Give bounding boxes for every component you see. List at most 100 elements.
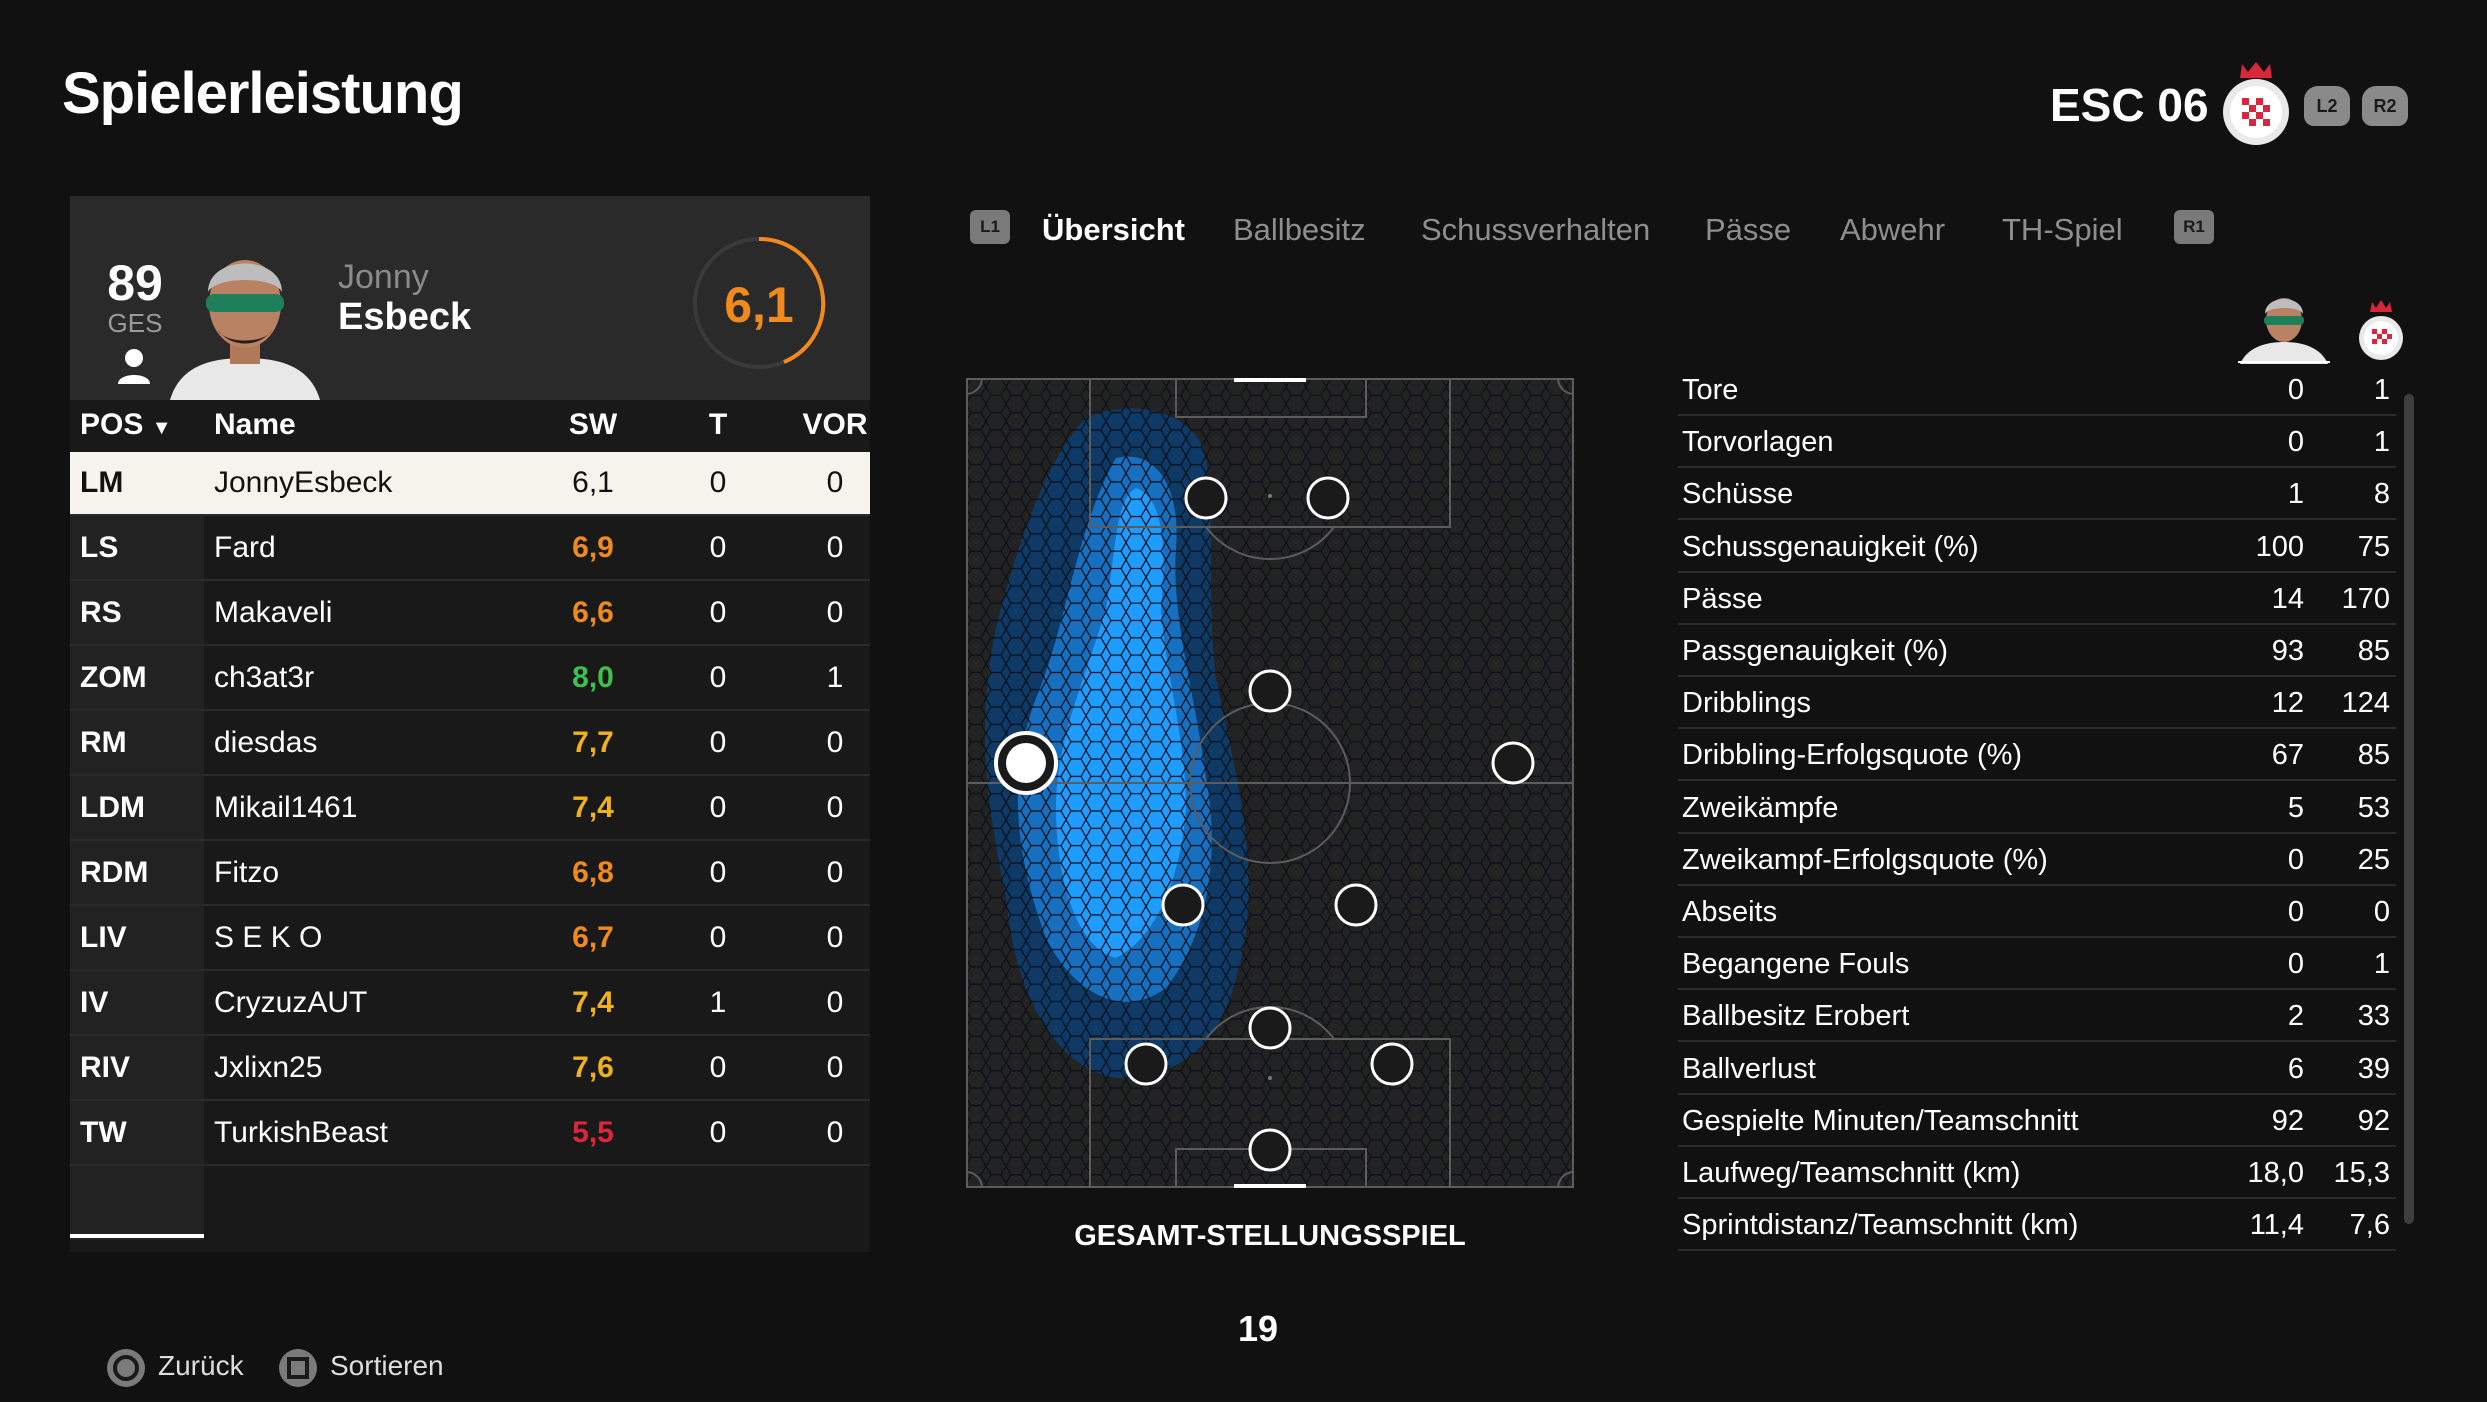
heatmap-label: GESAMT-STELLUNGSSPIEL [1074,1220,1466,1252]
player-match-rating: 6,9 [572,531,614,564]
tab-uebersicht[interactable]: Übersicht [1042,212,1185,247]
stat-team-value: 1 [2373,948,2390,981]
column-header-pos[interactable]: POS ▼ [80,408,172,441]
person-icon [118,349,150,384]
stat-row: Ballverlust 6 39 [1678,1043,2396,1095]
column-header-sw[interactable]: SW [568,408,618,441]
tab-abwehr[interactable]: Abwehr [1840,212,1946,247]
stat-label: Schussgenauigkeit (%) [1682,530,1979,563]
player-assists: 0 [826,986,844,1019]
stat-row: Ballbesitz Erobert 2 33 [1678,990,2396,1043]
stat-player-value: 93 [2271,635,2304,667]
player-match-rating: 7,4 [572,791,614,824]
player-assists: 0 [826,726,844,759]
stat-team-value: 1 [2373,426,2390,459]
player-goals: 0 [709,921,727,954]
player-row[interactable]: LM JonnyEsbeck 6,1 0 0 [70,452,870,516]
stat-team-value: 85 [2357,635,2390,667]
stat-row: Laufweg/Teamschnitt (km) 18,0 15,3 [1678,1147,2396,1199]
stat-label: Begangene Fouls [1682,948,1910,981]
column-header-t[interactable]: T [708,408,728,441]
tab-th-spiel[interactable]: TH-Spiel [2002,212,2123,247]
player-last-name: Esbeck [338,296,472,338]
club-compare-badge-icon [2359,300,2403,360]
club-badge-icon [2223,62,2289,145]
r2-trigger-button[interactable]: R2 [2362,86,2408,126]
stat-label: Torvorlagen [1682,426,1834,459]
stat-player-value: 0 [2287,374,2304,406]
player-row[interactable]: TW TurkishBeast 5,5 0 0 [70,1102,870,1166]
player-row[interactable]: RM diesdas 7,7 0 0 [70,712,870,776]
stat-team-value: 15,3 [2333,1157,2390,1189]
stat-player-value: 100 [2255,530,2304,563]
player-assists: 0 [826,1051,844,1084]
player-match-rating: 6,1 [572,466,614,499]
player-goals: 0 [709,661,727,694]
player-name: diesdas [214,726,318,759]
player-row[interactable]: RIV Jxlixn25 7,6 0 0 [70,1037,870,1101]
rating-ring [693,236,826,369]
stat-row: Zweikampf-Erfolgsquote (%) 0 25 [1678,834,2396,886]
player-rating: 6,1 [724,277,794,333]
player-goals: 0 [709,466,727,499]
stat-player-value: 14 [2271,582,2304,615]
player-first-name: Jonny [338,258,429,296]
player-match-rating: 7,4 [572,986,614,1019]
l1-button[interactable]: L1 [970,210,1010,244]
player-goals: 0 [709,531,727,564]
club-name: ESC 06 [2050,79,2209,131]
player-row[interactable]: RDM Fitzo 6,8 0 0 [70,842,870,906]
player-row[interactable]: LDM Mikail1461 7,4 0 0 [70,777,870,841]
page-title: Spielerleistung [62,61,464,126]
stats-scrollbar[interactable] [2404,394,2414,1224]
player-name: TurkishBeast [214,1116,388,1149]
player-match-rating: 7,7 [572,726,614,759]
stat-row: Begangene Fouls 0 1 [1678,938,2396,991]
player-position: RDM [80,856,149,889]
player-row[interactable]: ZOM ch3at3r 8,0 0 1 [70,647,870,711]
column-header-name[interactable]: Name [214,408,296,441]
player-match-rating: 5,5 [572,1116,614,1149]
stat-row: Dribbling-Erfolgsquote (%) 67 85 [1678,729,2396,782]
stat-team-value: 75 [2357,530,2390,563]
stat-row: Dribblings 12 124 [1678,677,2396,730]
stat-player-value: 1 [2287,478,2304,511]
stat-row: Schussgenauigkeit (%) 100 75 [1678,521,2396,573]
player-position: LM [80,466,124,499]
stat-label: Zweikampf-Erfolgsquote (%) [1682,843,2048,876]
player-assists: 0 [826,466,844,499]
stat-team-value: 170 [2341,582,2390,615]
player-row[interactable]: IV CryzuzAUT 7,4 1 0 [70,972,870,1036]
player-avatar [170,260,320,400]
square-button-icon[interactable] [278,1348,318,1388]
player-card: 89 GES Jonny Esbeck 6,1 [70,196,870,400]
stat-team-value: 85 [2357,739,2390,772]
r1-button[interactable]: R1 [2174,210,2214,244]
sort-chevron-down-icon: ▼ [151,417,172,439]
sort-label[interactable]: Sortieren [330,1350,444,1381]
overall-label: GES [107,308,163,338]
player-row[interactable]: LIV S E K O 6,7 0 0 [70,907,870,971]
player-position: RIV [80,1051,131,1084]
stat-player-value: 18,0 [2247,1157,2304,1189]
tab-ballbesitz[interactable]: Ballbesitz [1233,212,1366,247]
player-match-rating: 6,6 [572,596,614,629]
circle-button-icon[interactable] [106,1348,146,1388]
column-header-vor[interactable]: VOR [802,408,868,441]
player-assists: 0 [826,596,844,629]
stat-label: Tore [1682,374,1739,406]
stat-player-value: 0 [2287,843,2304,876]
player-position: LIV [80,921,127,954]
back-label[interactable]: Zurück [158,1350,244,1381]
stat-label: Gespielte Minuten/Teamschnitt [1682,1104,2079,1137]
player-row[interactable]: RS Makaveli 6,6 0 0 [70,582,870,646]
player-position: TW [80,1116,127,1149]
stat-player-value: 67 [2271,739,2304,772]
tab-schussverhalten[interactable]: Schussverhalten [1421,212,1651,247]
player-position: LDM [80,791,145,824]
player-name: Jxlixn25 [214,1051,323,1084]
player-name: Mikail1461 [214,791,358,824]
player-row[interactable]: LS Fard 6,9 0 0 [70,517,870,581]
tab-paesse[interactable]: Pässe [1705,212,1792,247]
l2-trigger-button[interactable]: L2 [2304,86,2350,126]
